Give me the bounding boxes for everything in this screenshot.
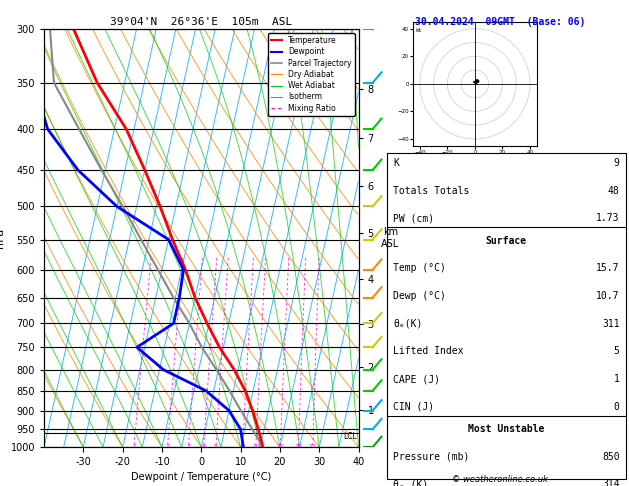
Text: © weatheronline.co.uk: © weatheronline.co.uk [452, 474, 548, 484]
Text: Temp (°C): Temp (°C) [393, 263, 446, 273]
Text: 5: 5 [214, 444, 218, 449]
Text: 311: 311 [602, 319, 620, 329]
Text: 1: 1 [132, 444, 136, 449]
Text: 15.7: 15.7 [596, 263, 620, 273]
Y-axis label: hPa: hPa [0, 228, 5, 248]
Text: 1: 1 [614, 374, 620, 384]
Text: 15: 15 [277, 444, 284, 449]
Text: θₑ(K): θₑ(K) [393, 319, 423, 329]
Text: 5: 5 [614, 347, 620, 356]
Text: 48: 48 [608, 186, 620, 196]
Text: Lifted Index: Lifted Index [393, 347, 464, 356]
Y-axis label: km
ASL: km ASL [381, 227, 399, 249]
Text: 30.04.2024  09GMT  (Base: 06): 30.04.2024 09GMT (Base: 06) [415, 17, 585, 27]
Legend: Temperature, Dewpoint, Parcel Trajectory, Dry Adiabat, Wet Adiabat, Isotherm, Mi: Temperature, Dewpoint, Parcel Trajectory… [267, 33, 355, 116]
Text: 25: 25 [309, 444, 317, 449]
Text: Most Unstable: Most Unstable [468, 424, 545, 434]
Text: 8: 8 [241, 444, 245, 449]
Text: LCL: LCL [343, 432, 357, 441]
Text: 850: 850 [602, 451, 620, 462]
Text: 20: 20 [294, 444, 303, 449]
Text: 1.73: 1.73 [596, 213, 620, 224]
Text: Pressure (mb): Pressure (mb) [393, 451, 469, 462]
Text: 10: 10 [252, 444, 260, 449]
Text: 3: 3 [186, 444, 191, 449]
Text: Totals Totals: Totals Totals [393, 186, 469, 196]
Text: 4: 4 [202, 444, 206, 449]
Text: kt: kt [416, 28, 422, 33]
Text: Dewp (°C): Dewp (°C) [393, 291, 446, 301]
Text: CIN (J): CIN (J) [393, 402, 434, 412]
Text: 9: 9 [614, 158, 620, 168]
X-axis label: Dewpoint / Temperature (°C): Dewpoint / Temperature (°C) [131, 472, 271, 483]
Text: K: K [393, 158, 399, 168]
Text: Surface: Surface [486, 236, 527, 245]
Text: CAPE (J): CAPE (J) [393, 374, 440, 384]
Text: 10.7: 10.7 [596, 291, 620, 301]
Text: 0: 0 [614, 402, 620, 412]
Text: θₑ (K): θₑ (K) [393, 479, 428, 486]
Text: PW (cm): PW (cm) [393, 213, 434, 224]
Text: 2: 2 [165, 444, 170, 449]
Text: 314: 314 [602, 479, 620, 486]
Title: 39°04'N  26°36'E  105m  ASL: 39°04'N 26°36'E 105m ASL [110, 17, 292, 27]
